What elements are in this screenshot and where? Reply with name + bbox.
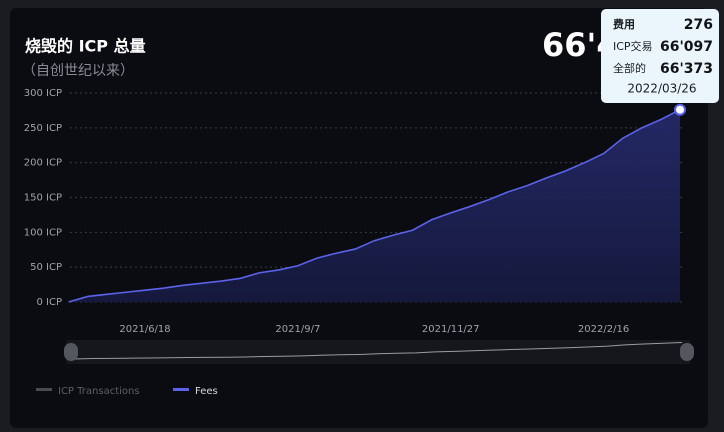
tooltip-label: ICP交易 bbox=[613, 39, 653, 53]
legend-label[interactable]: ICP Transactions bbox=[58, 386, 140, 397]
y-tick-label: 150 ICP bbox=[24, 193, 62, 204]
chart-subtitle: （自创世纪以来） bbox=[22, 63, 134, 79]
tooltip-value: 66'097 bbox=[660, 39, 713, 55]
navigator-line bbox=[73, 341, 683, 360]
tooltip-box bbox=[601, 9, 719, 103]
y-tick-label: 0 ICP bbox=[36, 297, 62, 308]
y-tick-label: 300 ICP bbox=[24, 88, 62, 99]
legend-swatch bbox=[173, 388, 189, 391]
area bbox=[68, 109, 681, 302]
y-tick-label: 200 ICP bbox=[24, 158, 62, 169]
legend-label[interactable]: Fees bbox=[195, 386, 218, 397]
tooltip: 费用 276 ICP交易 66'097 全部的 66'373 2022/03/26 bbox=[601, 9, 719, 103]
navigator-series bbox=[73, 341, 683, 360]
legend: ICP Transactions Fees bbox=[36, 386, 218, 397]
chart-title: 烧毁的 ICP 总量 bbox=[25, 37, 146, 56]
legend-swatch bbox=[36, 388, 52, 391]
panel bbox=[10, 8, 708, 428]
tooltip-value: 66'373 bbox=[660, 61, 713, 77]
line bbox=[68, 109, 681, 303]
y-tick-label: 250 ICP bbox=[24, 123, 62, 134]
navigator bbox=[66, 340, 690, 364]
tooltip-label: 全部的 bbox=[613, 61, 646, 75]
y-tick-label: 100 ICP bbox=[24, 227, 62, 238]
tooltip-date: 2022/03/26 bbox=[627, 82, 696, 96]
x-tick-label: 2021/11/27 bbox=[422, 324, 480, 335]
tooltip-value: 276 bbox=[684, 17, 713, 33]
tooltip-label: 费用 bbox=[613, 17, 635, 31]
y-tick-label: 50 ICP bbox=[30, 262, 62, 273]
navigator-handle[interactable] bbox=[64, 343, 78, 361]
x-tick-label: 2021/9/7 bbox=[275, 324, 320, 335]
x-tick-label: 2022/2/16 bbox=[578, 324, 629, 335]
plot: 0 ICP 50 ICP 100 ICP 150 ICP 200 ICP 250 ICP 3… bbox=[24, 88, 686, 335]
hover-point bbox=[674, 103, 686, 116]
navigator-handle[interactable] bbox=[680, 343, 694, 361]
x-tick-label: 2021/6/18 bbox=[119, 324, 170, 335]
